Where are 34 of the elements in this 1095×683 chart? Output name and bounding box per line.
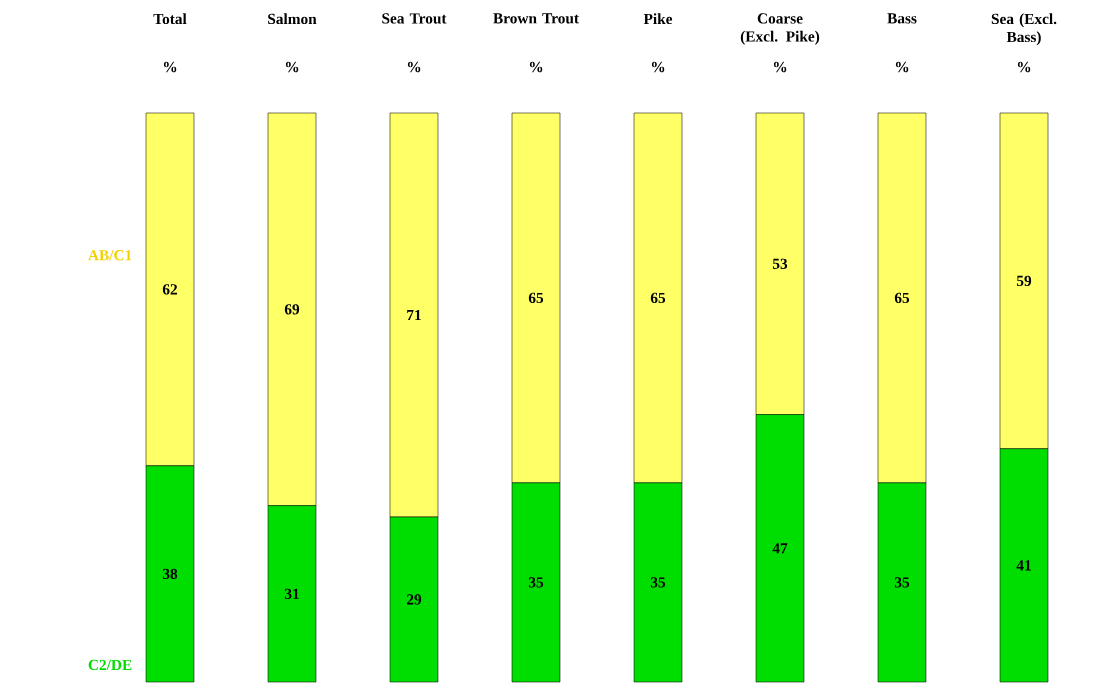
- x-tick-label: Brown Trout: [493, 13, 579, 24]
- series-label: C2/DE: [88, 659, 132, 671]
- x-tick-label: Coarse (Excl. Pike): [740, 13, 820, 45]
- series-label: AB/C1: [88, 250, 132, 261]
- data-label: 53: [772, 258, 788, 269]
- data-label: 65: [528, 292, 544, 304]
- text: %: [285, 61, 299, 73]
- text: %: [651, 61, 665, 73]
- data-label: 35: [650, 577, 666, 588]
- data-label: 71: [407, 309, 421, 321]
- data-label: 59: [1016, 275, 1032, 286]
- data-label: 65: [650, 292, 666, 304]
- x-tick-label: Sea (Excl. Bass): [991, 13, 1057, 46]
- text: %: [407, 61, 421, 73]
- data-label: 35: [894, 577, 910, 588]
- data-label: 69: [284, 304, 300, 315]
- data-label: 41: [1016, 560, 1031, 571]
- text: %: [529, 61, 543, 73]
- data-label: 35: [528, 577, 544, 588]
- data-label: 38: [162, 568, 178, 580]
- data-label: 29: [406, 594, 422, 605]
- text: %: [895, 61, 909, 73]
- data-label: 47: [772, 543, 788, 554]
- text: %: [163, 61, 177, 73]
- data-label: 65: [894, 292, 910, 304]
- text: %: [773, 61, 787, 73]
- x-tick-label: Bass: [887, 13, 917, 24]
- data-label: 31: [284, 588, 299, 599]
- x-tick-label: Salmon: [268, 13, 317, 25]
- data-label: 62: [162, 284, 178, 295]
- x-tick-label: Pike: [643, 13, 673, 25]
- x-tick-label: Sea Trout: [382, 13, 447, 24]
- x-tick-label: Total: [153, 13, 187, 25]
- text: %: [1017, 61, 1031, 73]
